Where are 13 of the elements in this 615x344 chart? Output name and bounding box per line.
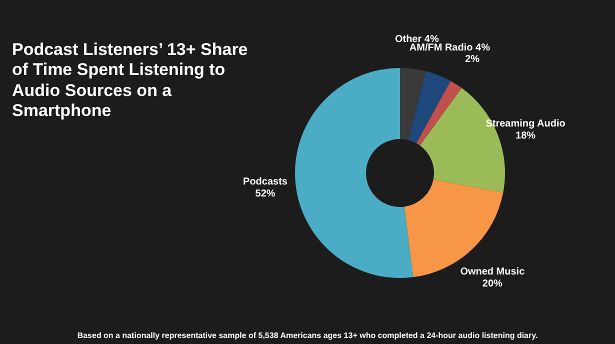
slice-label: AM/FM Radio 4%: [409, 42, 490, 54]
donut-slice: [416, 80, 462, 146]
data-label: 52%: [255, 188, 276, 200]
slice-label: Owned Music: [460, 266, 526, 278]
donut-slice: [295, 68, 414, 278]
data-label: 2%: [465, 54, 480, 66]
donut-slice: [408, 71, 451, 144]
text: Podcast Listeners’ 13+ Share of Time Spent Listening to Audio Sources on a Smartphone: [12, 40, 249, 122]
data-label: 20%: [482, 278, 503, 290]
slice-label: Podcasts: [243, 176, 288, 188]
donut-slice: [400, 68, 426, 140]
text: Based on a nationally representative sample of 5,538 Americans ages 13+ who completed a 24-hour audio listening diary.: [76, 331, 539, 340]
data-label: 18%: [516, 130, 536, 142]
